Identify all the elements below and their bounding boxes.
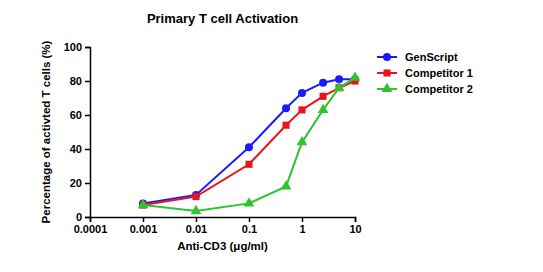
- data-point: [319, 79, 327, 87]
- tick-label: 0: [76, 211, 82, 223]
- data-point: [318, 104, 329, 113]
- series-line: [143, 79, 355, 203]
- tick: 0.001: [130, 217, 158, 235]
- tick: 10: [349, 217, 361, 235]
- tick-mark: [85, 149, 90, 151]
- x-axis: 0.0001 0.001 0.01 0.1 1 10: [74, 217, 362, 235]
- tick-label: 1: [299, 223, 305, 235]
- legend: GenScript Competitor 1 Competitor 2: [377, 51, 473, 95]
- tick: 0: [76, 211, 90, 223]
- tick: 80: [70, 75, 90, 87]
- tick-mark: [143, 217, 145, 222]
- legend-label: Competitor 2: [405, 83, 473, 95]
- tick-label: 100: [64, 41, 82, 53]
- tick-mark: [85, 47, 90, 49]
- data-point: [283, 122, 290, 129]
- title: Primary T cell Activation: [147, 11, 298, 26]
- legend-item: Competitor 1: [377, 67, 473, 79]
- axis-line: [85, 48, 91, 218]
- legend-item: Competitor 2: [377, 83, 473, 95]
- tick-mark: [196, 217, 198, 222]
- data-point: [298, 89, 306, 97]
- data-point: [281, 180, 292, 189]
- tick-label: 0.001: [130, 223, 158, 235]
- y-axis: 0 20 40 60 80 100: [64, 41, 91, 223]
- legend-marker: [383, 53, 391, 61]
- tick-mark: [249, 217, 251, 222]
- legend-label: Competitor 1: [405, 67, 473, 79]
- tick-label: 0.0001: [74, 223, 108, 235]
- data-point: [192, 193, 199, 200]
- data-point: [320, 93, 327, 100]
- legend-marker: [383, 69, 390, 76]
- tick-mark: [85, 217, 90, 219]
- legend-item: GenScript: [377, 51, 458, 63]
- data-point: [245, 143, 253, 151]
- series-line: [143, 78, 355, 211]
- data-point: [245, 161, 252, 168]
- data-point: [138, 199, 149, 208]
- tick-mark: [85, 183, 90, 185]
- data-point: [297, 136, 308, 145]
- tick-mark: [85, 115, 90, 117]
- tick-label: 40: [70, 143, 82, 155]
- tick-label: 80: [70, 75, 82, 87]
- tick: 0.01: [186, 217, 207, 235]
- tick-mark: [302, 217, 304, 222]
- series-line: [143, 81, 355, 205]
- data-point: [244, 197, 255, 206]
- axis-line: [91, 218, 356, 223]
- x-axis-title: Anti-CD3 (μg/ml): [177, 240, 268, 252]
- data-point: [282, 104, 290, 112]
- legend-label: GenScript: [405, 51, 458, 63]
- tick: 0.1: [242, 217, 257, 235]
- tick: 100: [64, 41, 90, 53]
- data-point: [350, 71, 361, 80]
- tick-label: 60: [70, 109, 82, 121]
- plot-area: [138, 71, 361, 214]
- tick-label: 0.01: [186, 223, 207, 235]
- tick-label: 10: [349, 223, 361, 235]
- tick-label: 20: [70, 177, 82, 189]
- tick: 40: [70, 143, 90, 155]
- data-point: [298, 106, 305, 113]
- y-axis-title: Percentage of activted T cells (%): [40, 40, 52, 223]
- tick-mark: [85, 81, 90, 83]
- legend-marker: [382, 83, 393, 92]
- chart: 0.00010.0010.010.1110020406080100Primary…: [0, 0, 543, 272]
- data-point: [334, 82, 345, 91]
- tick-mark: [355, 217, 357, 222]
- tick: 60: [70, 109, 90, 121]
- tick-label: 0.1: [242, 223, 257, 235]
- tick: 1: [299, 217, 305, 235]
- data-point: [191, 205, 202, 214]
- tick: 20: [70, 177, 90, 189]
